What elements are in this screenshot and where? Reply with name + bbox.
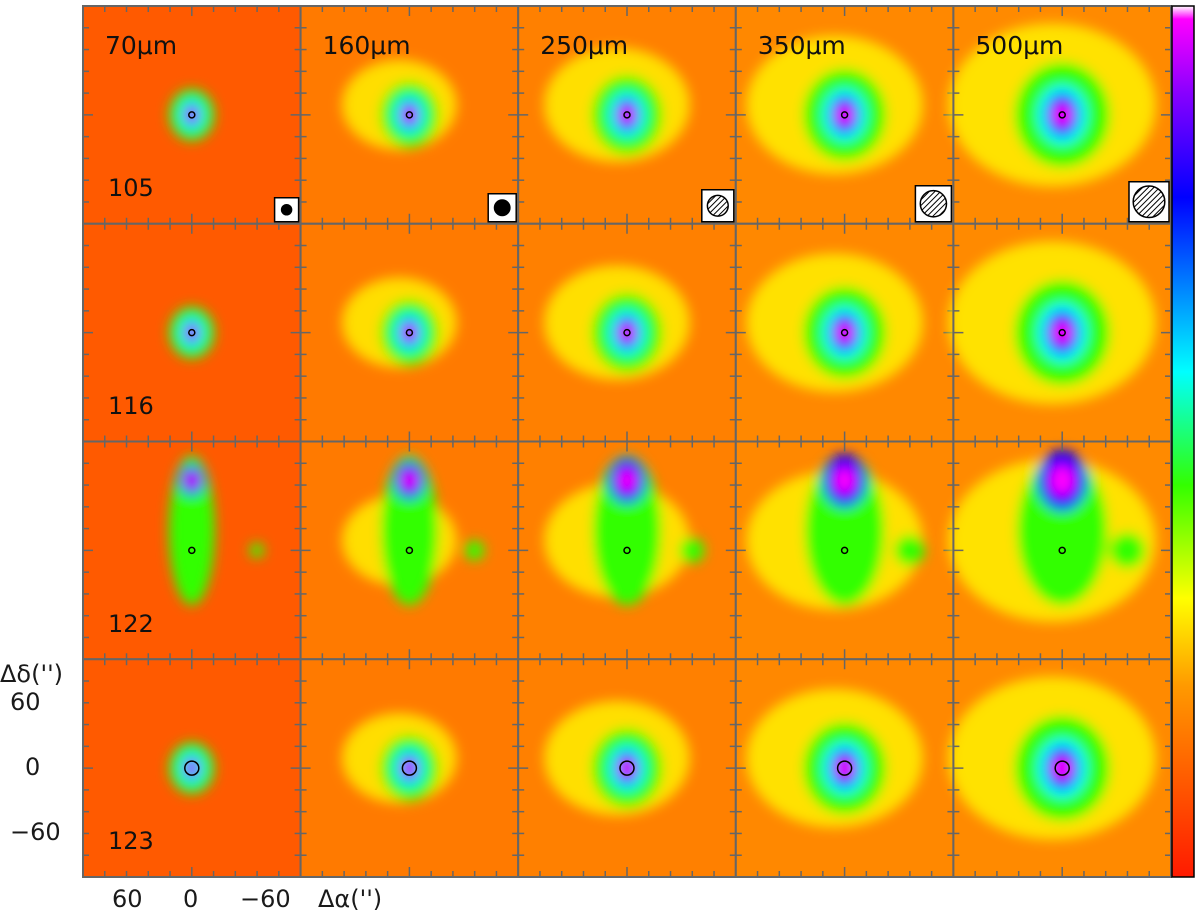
image-panel	[299, 440, 520, 661]
source-id-label: 123	[108, 827, 154, 856]
source-marker	[623, 546, 631, 555]
source-marker	[1058, 328, 1066, 337]
source-marker	[405, 546, 414, 555]
source-marker	[188, 111, 196, 119]
source-marker	[405, 111, 414, 119]
x-tick-label: −60	[240, 885, 291, 913]
band-label: 160μm	[322, 31, 411, 60]
image-panel	[82, 440, 302, 661]
source-marker	[623, 328, 631, 337]
image-panel	[734, 5, 955, 225]
source-id-label: 122	[108, 609, 154, 638]
source-marker	[405, 328, 414, 337]
image-panel	[299, 5, 520, 225]
source-marker	[836, 760, 853, 776]
source-id-label: 116	[108, 391, 154, 420]
colorbar	[1171, 5, 1195, 878]
source-marker	[1058, 111, 1066, 119]
image-panel	[948, 5, 1173, 225]
y-tick-label: 60	[10, 688, 41, 716]
image-panel	[82, 222, 302, 443]
image-panel	[82, 658, 302, 878]
source-marker	[840, 546, 849, 555]
x-axis-label: Δα('')	[318, 885, 383, 913]
x-tick-label: 0	[183, 885, 199, 913]
band-label: 500μm	[975, 31, 1064, 60]
image-panel	[734, 658, 955, 878]
source-marker	[188, 546, 196, 555]
source-marker	[1054, 760, 1070, 776]
source-marker	[840, 328, 849, 337]
image-panel	[517, 222, 737, 443]
source-marker	[619, 760, 635, 776]
y-tick-label: 0	[25, 753, 41, 781]
source-marker	[401, 760, 418, 776]
image-panel	[948, 222, 1173, 443]
image-panel	[948, 658, 1173, 878]
image-panel	[299, 658, 520, 878]
source-id-label: 105	[108, 174, 154, 202]
band-label: 350μm	[757, 31, 846, 60]
image-panel	[517, 5, 737, 225]
source-marker	[1058, 546, 1066, 555]
image-panel	[299, 222, 520, 443]
source-marker	[188, 328, 196, 337]
image-panel	[517, 440, 737, 661]
x-tick-label: 60	[112, 885, 143, 913]
source-marker	[623, 111, 631, 119]
y-axis-label: Δδ('')	[0, 660, 64, 688]
image-panel	[734, 440, 955, 661]
image-panel	[734, 222, 955, 443]
source-marker	[840, 111, 849, 119]
image-panel	[948, 440, 1173, 661]
y-tick-label: −60	[10, 818, 61, 846]
source-marker	[184, 760, 200, 776]
band-label: 70μm	[105, 31, 178, 60]
band-label: 250μm	[540, 31, 629, 60]
image-panel	[517, 658, 737, 878]
